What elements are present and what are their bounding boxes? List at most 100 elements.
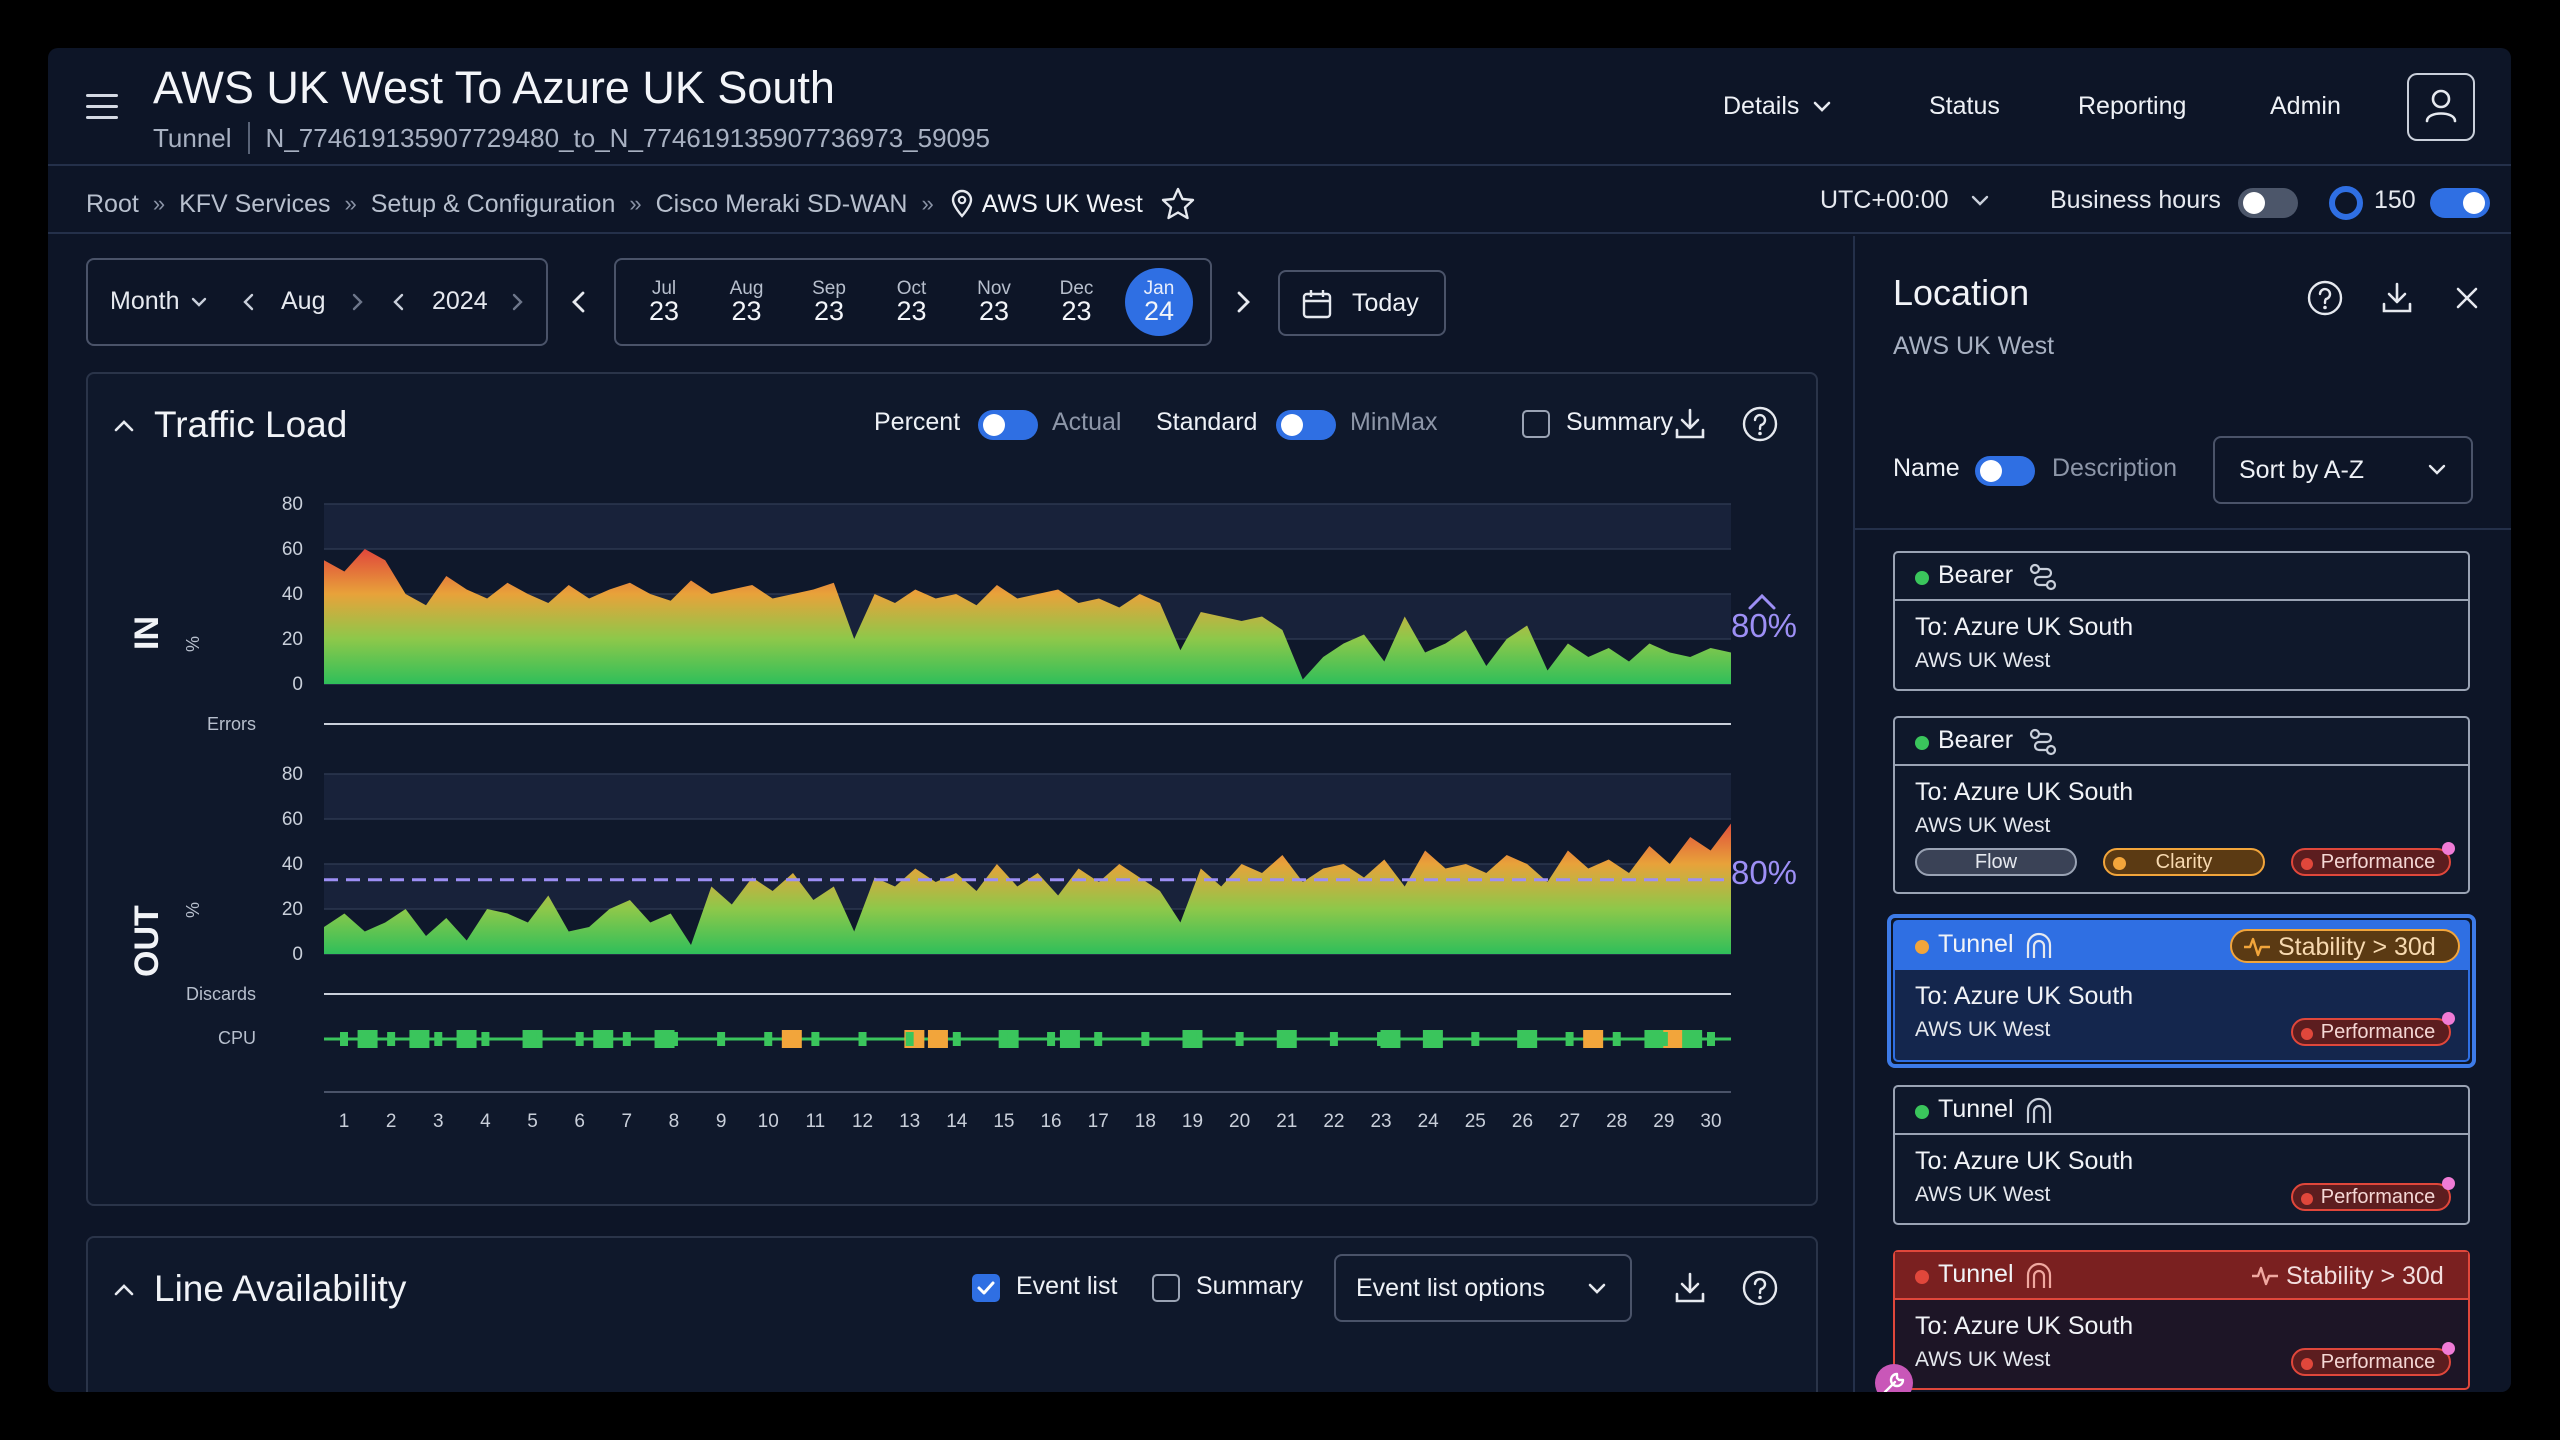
breadcrumb-setup[interactable]: Setup & Configuration bbox=[370, 189, 616, 218]
percent-actual-toggle[interactable] bbox=[978, 410, 1038, 440]
today-button[interactable]: Today bbox=[1278, 270, 1446, 336]
business-hours-toggle[interactable] bbox=[2238, 188, 2298, 218]
help-icon[interactable] bbox=[1740, 404, 1780, 444]
x-tick-label: 21 bbox=[1276, 1111, 1297, 1132]
month-next-icon[interactable] bbox=[346, 291, 368, 313]
availability-summary-checkbox[interactable] bbox=[1152, 1274, 1180, 1302]
card-header: Bearer bbox=[1895, 553, 2468, 601]
maintenance-badge[interactable] bbox=[1875, 1364, 1913, 1392]
breadcrumb-root[interactable]: Root bbox=[86, 189, 139, 218]
performance-tag-label: Performance bbox=[2320, 1021, 2436, 1043]
breadcrumb-separator: » bbox=[629, 191, 642, 216]
year-next-icon[interactable] bbox=[506, 291, 528, 313]
cpu-marker bbox=[409, 1030, 430, 1048]
bearer-route-icon bbox=[2029, 563, 2057, 591]
cpu-marker bbox=[593, 1030, 614, 1048]
cpu-tick bbox=[481, 1032, 490, 1046]
month-item-jan-24[interactable]: Jan 24 bbox=[1125, 268, 1193, 336]
help-icon[interactable] bbox=[1740, 1268, 1780, 1308]
list-item[interactable]: Tunnel To: Azure UK South AWS UK West Pe… bbox=[1893, 1085, 2470, 1225]
month-item-oct-23[interactable]: Oct 23 bbox=[878, 268, 946, 336]
list-item-alarm[interactable]: Tunnel Stability > 30d To: Azure UK Sout… bbox=[1893, 1250, 2470, 1390]
notification-dot bbox=[2442, 1177, 2455, 1190]
cpu-marker bbox=[357, 1030, 378, 1048]
cpu-tick bbox=[622, 1032, 631, 1046]
performance-tag[interactable]: Performance bbox=[2291, 1342, 2455, 1376]
in-grid-band bbox=[324, 504, 1731, 549]
nav-reporting[interactable]: Reporting bbox=[2078, 92, 2187, 120]
location-title: Location bbox=[1893, 272, 2030, 313]
standard-minmax-toggle[interactable] bbox=[1276, 410, 1336, 440]
timeline-prev-icon[interactable] bbox=[564, 287, 594, 317]
collapse-chevron-icon[interactable] bbox=[110, 412, 138, 440]
card-destination: To: Azure UK South bbox=[1915, 1312, 2134, 1340]
timezone-select[interactable]: UTC+00:00 bbox=[1820, 186, 1992, 215]
card-header: Bearer bbox=[1895, 718, 2468, 766]
user-profile-button[interactable] bbox=[2407, 73, 2475, 141]
flow-tag[interactable]: Flow bbox=[1915, 848, 2077, 876]
x-tick-label: 8 bbox=[669, 1111, 680, 1132]
close-icon[interactable] bbox=[2447, 278, 2487, 318]
cpu-marker bbox=[927, 1030, 948, 1048]
breadcrumb-separator: » bbox=[344, 191, 357, 216]
summary-checkbox[interactable] bbox=[1522, 410, 1550, 438]
in-threshold-chevron-icon[interactable] bbox=[1748, 593, 1776, 610]
month-item-jul-23[interactable]: Jul 23 bbox=[630, 268, 698, 336]
selection-outline bbox=[1887, 914, 2476, 1068]
event-list-options-select[interactable]: Event list options bbox=[1334, 1254, 1632, 1322]
download-icon[interactable] bbox=[2377, 278, 2417, 318]
list-item[interactable]: Bearer To: Azure UK South AWS UK West bbox=[1893, 551, 2470, 691]
cpu-tick bbox=[575, 1032, 584, 1046]
x-tick-label: 20 bbox=[1229, 1111, 1250, 1132]
name-description-toggle[interactable] bbox=[1975, 456, 2035, 486]
auto-refresh-toggle[interactable] bbox=[2430, 188, 2490, 218]
month-item-nov-23[interactable]: Nov 23 bbox=[960, 268, 1028, 336]
out-y-tick-label: 20 bbox=[282, 899, 303, 920]
month-label: Jul bbox=[651, 278, 677, 299]
divider bbox=[1855, 528, 2511, 530]
month-item-aug-23[interactable]: Aug 23 bbox=[713, 268, 781, 336]
list-item[interactable]: Bearer To: Azure UK South AWS UK West Fl… bbox=[1893, 716, 2470, 894]
calendar-icon bbox=[1302, 290, 1332, 319]
cpu-marker bbox=[1644, 1030, 1665, 1048]
download-icon[interactable] bbox=[1670, 404, 1710, 444]
performance-tag[interactable]: Performance bbox=[2291, 1012, 2455, 1046]
in-unit-label: % bbox=[183, 636, 203, 652]
breadcrumb-kfv-services[interactable]: KFV Services bbox=[179, 189, 331, 218]
download-icon[interactable] bbox=[1670, 1268, 1710, 1308]
performance-tag[interactable]: Performance bbox=[2291, 1177, 2455, 1211]
x-tick-label: 3 bbox=[433, 1111, 444, 1132]
x-tick-label: 10 bbox=[758, 1111, 779, 1132]
status-dot bbox=[2301, 1358, 2313, 1370]
month-prev-icon[interactable] bbox=[238, 291, 260, 313]
star-icon[interactable] bbox=[1159, 186, 1197, 222]
nav-admin[interactable]: Admin bbox=[2270, 92, 2341, 120]
app-screen: AWS UK West To Azure UK South Tunnel N_7… bbox=[48, 48, 2511, 1392]
clarity-tag[interactable]: Clarity bbox=[2103, 848, 2265, 876]
month-item-dec-23[interactable]: Dec 23 bbox=[1043, 268, 1111, 336]
nav-status[interactable]: Status bbox=[1929, 92, 2000, 120]
help-icon[interactable] bbox=[2305, 278, 2345, 318]
nav-details[interactable]: Details bbox=[1723, 92, 1835, 121]
event-list-checkbox[interactable] bbox=[972, 1274, 1000, 1302]
performance-tag[interactable]: Performance bbox=[2291, 842, 2455, 876]
card-source: AWS UK West bbox=[1915, 1018, 2051, 1041]
sort-label: Sort by A-Z bbox=[2239, 456, 2365, 484]
in-traffic-area bbox=[324, 549, 1731, 684]
cpu-marker bbox=[781, 1030, 802, 1048]
timeline-next-icon[interactable] bbox=[1228, 287, 1258, 317]
year-prev-icon[interactable] bbox=[388, 291, 410, 313]
tunnel-icon bbox=[2026, 1097, 2052, 1123]
breadcrumb-cisco[interactable]: Cisco Meraki SD-WAN bbox=[655, 189, 908, 218]
month-item-sep-23[interactable]: Sep 23 bbox=[795, 268, 863, 336]
x-tick-label: 1 bbox=[339, 1111, 350, 1132]
notification-dot bbox=[2442, 842, 2455, 855]
summary-label: Summary bbox=[1566, 408, 1673, 436]
period-select[interactable]: Month bbox=[110, 287, 210, 316]
out-axis-label: OUT bbox=[128, 905, 166, 977]
sort-select[interactable]: Sort by A-Z bbox=[2213, 436, 2473, 504]
menu-icon[interactable] bbox=[86, 94, 118, 120]
list-item-selected[interactable]: Tunnel Stability > 30d To: Azure UK Sout… bbox=[1893, 920, 2470, 1062]
collapse-chevron-icon[interactable] bbox=[110, 1276, 138, 1304]
